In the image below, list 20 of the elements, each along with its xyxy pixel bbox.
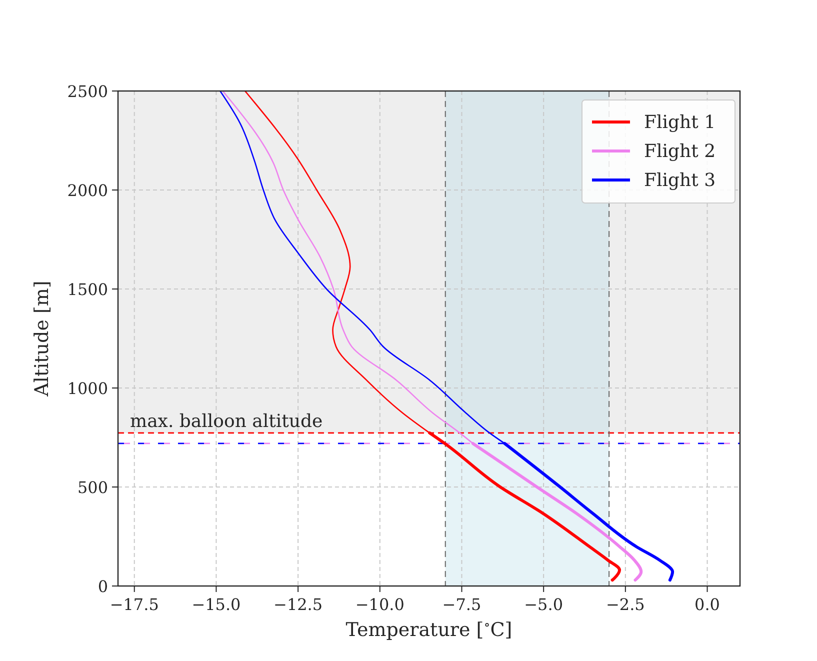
y-tick-label: 2000 [67, 181, 108, 200]
x-axis-title: Temperature [$^{∘}$C] [346, 618, 512, 641]
x-tick-label: −7.5 [442, 595, 482, 614]
legend-label: Flight 2 [644, 141, 716, 162]
x-tick-label: −2.5 [606, 595, 645, 614]
x-tick-label: −17.5 [110, 595, 159, 614]
x-tick-label: −15.0 [192, 595, 241, 614]
x-tick-label: −12.5 [274, 595, 323, 614]
legend-label: Flight 1 [644, 112, 716, 133]
y-tick-label: 500 [77, 478, 108, 497]
y-axis-title: Altitude [m] [31, 280, 53, 398]
y-tick-label: 1000 [67, 379, 108, 398]
y-tick-label: 1500 [67, 280, 108, 299]
ref-line-label: max. balloon altitude [130, 410, 323, 432]
x-tick-label: 0.0 [694, 595, 720, 614]
x-tick-label: −10.0 [355, 595, 404, 614]
x-tick-label: −5.0 [524, 595, 564, 614]
legend-label: Flight 3 [644, 170, 716, 191]
y-tick-label: 0 [98, 577, 108, 596]
y-tick-label: 2500 [67, 82, 108, 101]
